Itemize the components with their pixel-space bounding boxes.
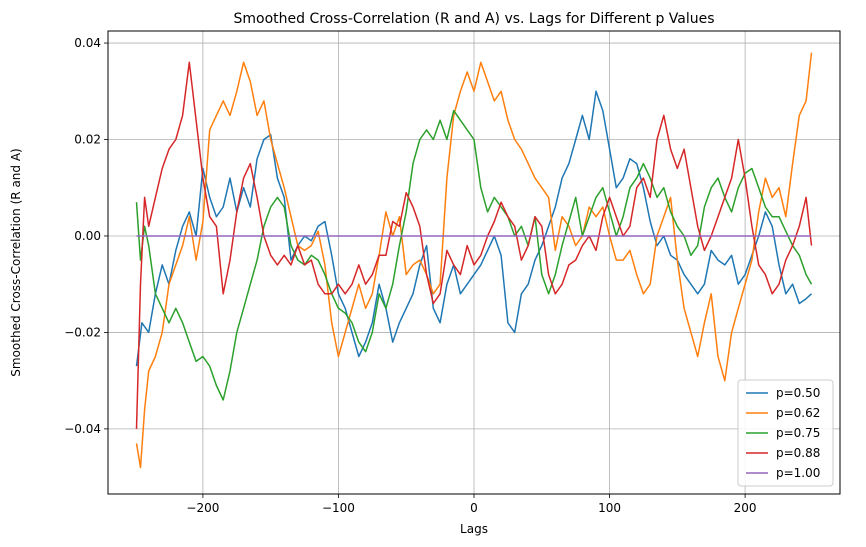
x-tick-label: −100: [322, 501, 355, 515]
legend-entry-label: p=1.00: [776, 466, 820, 480]
legend-entry-label: p=0.50: [776, 386, 820, 400]
x-axis-ticks: −200 −100 0 100 200: [186, 494, 757, 515]
legend-box: [737, 379, 834, 487]
y-axis-ticks: −0.04 −0.02 0.00 0.02 0.04: [64, 36, 108, 436]
y-tick-label: 0.00: [74, 229, 101, 243]
legend-entry-label: p=0.88: [776, 446, 820, 460]
series-line-p-0-50: [135, 90, 813, 367]
series-line-p-0-88: [135, 61, 813, 429]
y-axis-label: Smoothed Cross-Correlation (R and A): [9, 148, 23, 376]
x-tick-label: 0: [470, 501, 478, 515]
x-tick-label: 100: [598, 501, 621, 515]
y-tick-label: 0.04: [74, 36, 101, 50]
y-tick-label: −0.04: [64, 422, 101, 436]
series-line-p-0-75: [135, 109, 813, 401]
chart-title: Smoothed Cross-Correlation (R and A) vs.…: [233, 11, 714, 27]
x-axis-label: Lags: [460, 522, 488, 536]
x-tick-label: −200: [186, 501, 219, 515]
series-line-p-0-62: [135, 52, 813, 469]
legend-entry-label: p=0.62: [776, 406, 820, 420]
series-lines: [135, 52, 813, 469]
y-tick-label: −0.02: [64, 325, 101, 339]
x-tick-label: 200: [734, 501, 757, 515]
legend-entry-label: p=0.75: [776, 426, 820, 440]
y-tick-label: 0.02: [74, 133, 101, 147]
legend: p=0.50 p=0.62 p=0.75 p=0.88 p=1.00: [737, 379, 834, 487]
